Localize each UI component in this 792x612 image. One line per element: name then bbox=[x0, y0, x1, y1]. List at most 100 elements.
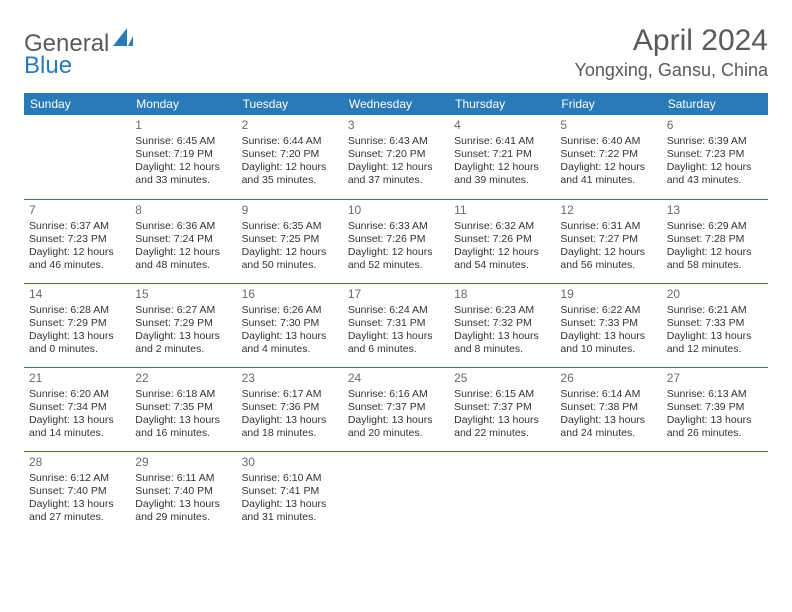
daylight-text: and 6 minutes. bbox=[348, 343, 444, 356]
sunset-text: Sunset: 7:39 PM bbox=[667, 401, 763, 414]
sunset-text: Sunset: 7:27 PM bbox=[560, 233, 656, 246]
day-cell: 16Sunrise: 6:26 AMSunset: 7:30 PMDayligh… bbox=[237, 283, 343, 367]
day-cell bbox=[555, 451, 661, 535]
logo-text-blue: Blue bbox=[24, 52, 72, 79]
day-cell: 1Sunrise: 6:45 AMSunset: 7:19 PMDaylight… bbox=[130, 115, 236, 199]
calendar-table: Sunday Monday Tuesday Wednesday Thursday… bbox=[24, 93, 768, 535]
sunrise-text: Sunrise: 6:28 AM bbox=[29, 304, 125, 317]
day-number: 5 bbox=[560, 118, 656, 133]
daylight-text: and 29 minutes. bbox=[135, 511, 231, 524]
day-number: 25 bbox=[454, 371, 550, 386]
day-cell: 19Sunrise: 6:22 AMSunset: 7:33 PMDayligh… bbox=[555, 283, 661, 367]
daylight-text: and 33 minutes. bbox=[135, 174, 231, 187]
day-cell: 18Sunrise: 6:23 AMSunset: 7:32 PMDayligh… bbox=[449, 283, 555, 367]
week-row: 28Sunrise: 6:12 AMSunset: 7:40 PMDayligh… bbox=[24, 451, 768, 535]
day-number: 16 bbox=[242, 287, 338, 302]
daylight-text: and 48 minutes. bbox=[135, 259, 231, 272]
sunrise-text: Sunrise: 6:32 AM bbox=[454, 220, 550, 233]
sunset-text: Sunset: 7:21 PM bbox=[454, 148, 550, 161]
sunset-text: Sunset: 7:37 PM bbox=[454, 401, 550, 414]
sunrise-text: Sunrise: 6:35 AM bbox=[242, 220, 338, 233]
sunrise-text: Sunrise: 6:45 AM bbox=[135, 135, 231, 148]
day-cell: 12Sunrise: 6:31 AMSunset: 7:27 PMDayligh… bbox=[555, 199, 661, 283]
day-number: 24 bbox=[348, 371, 444, 386]
day-number: 14 bbox=[29, 287, 125, 302]
sunset-text: Sunset: 7:29 PM bbox=[29, 317, 125, 330]
day-number: 2 bbox=[242, 118, 338, 133]
dayhdr-sat: Saturday bbox=[662, 93, 768, 115]
sunset-text: Sunset: 7:36 PM bbox=[242, 401, 338, 414]
day-cell bbox=[449, 451, 555, 535]
day-number: 22 bbox=[135, 371, 231, 386]
sunrise-text: Sunrise: 6:27 AM bbox=[135, 304, 231, 317]
sunrise-text: Sunrise: 6:23 AM bbox=[454, 304, 550, 317]
sunrise-text: Sunrise: 6:37 AM bbox=[29, 220, 125, 233]
sunset-text: Sunset: 7:29 PM bbox=[135, 317, 231, 330]
sunset-text: Sunset: 7:20 PM bbox=[242, 148, 338, 161]
daylight-text: Daylight: 13 hours bbox=[135, 414, 231, 427]
daylight-text: Daylight: 12 hours bbox=[242, 161, 338, 174]
daylight-text: Daylight: 12 hours bbox=[242, 246, 338, 259]
daylight-text: and 18 minutes. bbox=[242, 427, 338, 440]
daylight-text: and 26 minutes. bbox=[667, 427, 763, 440]
day-number: 15 bbox=[135, 287, 231, 302]
day-cell: 9Sunrise: 6:35 AMSunset: 7:25 PMDaylight… bbox=[237, 199, 343, 283]
daylight-text: Daylight: 12 hours bbox=[135, 161, 231, 174]
daylight-text: and 16 minutes. bbox=[135, 427, 231, 440]
daylight-text: Daylight: 13 hours bbox=[348, 330, 444, 343]
week-row: 21Sunrise: 6:20 AMSunset: 7:34 PMDayligh… bbox=[24, 367, 768, 451]
sunset-text: Sunset: 7:20 PM bbox=[348, 148, 444, 161]
daylight-text: Daylight: 13 hours bbox=[667, 330, 763, 343]
daylight-text: Daylight: 13 hours bbox=[135, 498, 231, 511]
sunset-text: Sunset: 7:31 PM bbox=[348, 317, 444, 330]
sunset-text: Sunset: 7:24 PM bbox=[135, 233, 231, 246]
daylight-text: Daylight: 13 hours bbox=[560, 330, 656, 343]
day-number: 26 bbox=[560, 371, 656, 386]
day-cell: 13Sunrise: 6:29 AMSunset: 7:28 PMDayligh… bbox=[662, 199, 768, 283]
day-number: 10 bbox=[348, 203, 444, 218]
daylight-text: and 31 minutes. bbox=[242, 511, 338, 524]
sunrise-text: Sunrise: 6:20 AM bbox=[29, 388, 125, 401]
daylight-text: and 27 minutes. bbox=[29, 511, 125, 524]
daylight-text: and 4 minutes. bbox=[242, 343, 338, 356]
sunrise-text: Sunrise: 6:12 AM bbox=[29, 472, 125, 485]
day-cell bbox=[662, 451, 768, 535]
location: Yongxing, Gansu, China bbox=[575, 60, 768, 81]
day-cell: 27Sunrise: 6:13 AMSunset: 7:39 PMDayligh… bbox=[662, 367, 768, 451]
header: General April 2024 Yongxing, Gansu, Chin… bbox=[24, 24, 768, 81]
daylight-text: and 54 minutes. bbox=[454, 259, 550, 272]
sunset-text: Sunset: 7:28 PM bbox=[667, 233, 763, 246]
sunrise-text: Sunrise: 6:39 AM bbox=[667, 135, 763, 148]
sunset-text: Sunset: 7:38 PM bbox=[560, 401, 656, 414]
daylight-text: Daylight: 13 hours bbox=[242, 414, 338, 427]
day-header-row: Sunday Monday Tuesday Wednesday Thursday… bbox=[24, 93, 768, 115]
sunset-text: Sunset: 7:22 PM bbox=[560, 148, 656, 161]
sunrise-text: Sunrise: 6:33 AM bbox=[348, 220, 444, 233]
day-cell bbox=[343, 451, 449, 535]
sunrise-text: Sunrise: 6:10 AM bbox=[242, 472, 338, 485]
sunset-text: Sunset: 7:35 PM bbox=[135, 401, 231, 414]
day-cell: 28Sunrise: 6:12 AMSunset: 7:40 PMDayligh… bbox=[24, 451, 130, 535]
daylight-text: and 10 minutes. bbox=[560, 343, 656, 356]
day-cell: 26Sunrise: 6:14 AMSunset: 7:38 PMDayligh… bbox=[555, 367, 661, 451]
daylight-text: Daylight: 12 hours bbox=[667, 246, 763, 259]
day-cell: 17Sunrise: 6:24 AMSunset: 7:31 PMDayligh… bbox=[343, 283, 449, 367]
day-number: 8 bbox=[135, 203, 231, 218]
day-cell: 23Sunrise: 6:17 AMSunset: 7:36 PMDayligh… bbox=[237, 367, 343, 451]
sunset-text: Sunset: 7:41 PM bbox=[242, 485, 338, 498]
sunset-text: Sunset: 7:23 PM bbox=[667, 148, 763, 161]
daylight-text: Daylight: 12 hours bbox=[348, 246, 444, 259]
day-cell bbox=[24, 115, 130, 199]
month-title: April 2024 bbox=[575, 24, 768, 58]
daylight-text: and 8 minutes. bbox=[454, 343, 550, 356]
logo-blue-line: Blue bbox=[24, 52, 72, 80]
daylight-text: Daylight: 12 hours bbox=[135, 246, 231, 259]
daylight-text: Daylight: 12 hours bbox=[560, 246, 656, 259]
day-cell: 29Sunrise: 6:11 AMSunset: 7:40 PMDayligh… bbox=[130, 451, 236, 535]
daylight-text: and 12 minutes. bbox=[667, 343, 763, 356]
day-cell: 20Sunrise: 6:21 AMSunset: 7:33 PMDayligh… bbox=[662, 283, 768, 367]
daylight-text: Daylight: 13 hours bbox=[242, 330, 338, 343]
day-number: 9 bbox=[242, 203, 338, 218]
dayhdr-fri: Friday bbox=[555, 93, 661, 115]
sunset-text: Sunset: 7:26 PM bbox=[348, 233, 444, 246]
